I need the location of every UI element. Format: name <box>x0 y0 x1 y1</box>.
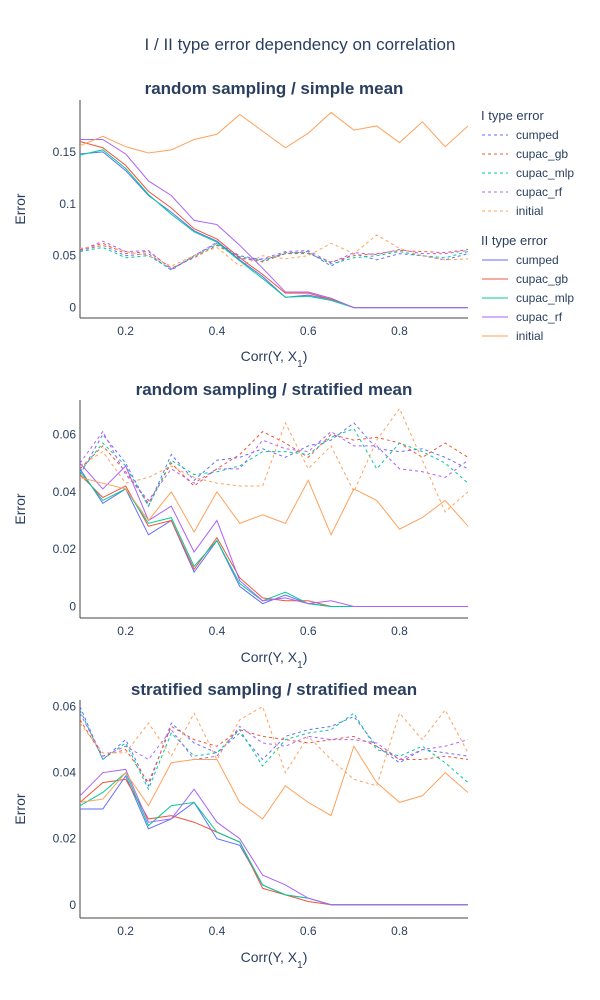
x-tick-label: 0.4 <box>209 624 226 638</box>
series-line-ii-type-error-cumped <box>80 774 468 906</box>
x-tick-label: 0.6 <box>300 624 317 638</box>
x-tick-label: 0.4 <box>209 324 226 338</box>
y-axis-label: Error <box>12 193 28 224</box>
legend-label: cupac_rf <box>516 185 563 199</box>
legend-item-i-type-error-cupac_mlp[interactable]: cupac_mlp <box>482 166 574 180</box>
series-line-i-type-error-cupac_mlp <box>80 243 468 270</box>
series-line-ii-type-error-initial <box>80 745 468 820</box>
subplot-title: stratified sampling / stratified mean <box>131 680 417 699</box>
legend[interactable]: I type errorcumpedcupac_gbcupac_mlpcupac… <box>481 108 574 343</box>
series-line-i-type-error-cumped <box>80 422 468 508</box>
legend-label: cupac_gb <box>516 272 568 286</box>
y-tick-label: 0.1 <box>59 197 76 211</box>
y-tick-label: 0 <box>69 600 76 614</box>
legend-item-ii-type-error-cupac_rf[interactable]: cupac_rf <box>482 310 563 324</box>
legend-item-ii-type-error-initial[interactable]: initial <box>482 329 543 343</box>
series-line-ii-type-error-cumped <box>80 468 468 608</box>
x-axis-label: Corr(Y, X1) <box>241 949 308 971</box>
legend-group-title: II type error <box>481 233 548 248</box>
legend-label: cupac_mlp <box>516 291 574 305</box>
legend-item-i-type-error-cumped[interactable]: cumped <box>482 128 559 142</box>
legend-label: cumped <box>516 128 559 142</box>
series-line-i-type-error-cumped <box>80 242 468 271</box>
figure-title: I / II type error dependency on correlat… <box>145 35 456 54</box>
y-tick-label: 0 <box>69 301 76 315</box>
series-line-i-type-error-cumped <box>80 706 468 788</box>
y-tick-label: 0 <box>69 898 76 912</box>
x-tick-label: 0.4 <box>209 924 226 938</box>
series-line-i-type-error-cupac_mlp <box>80 709 468 791</box>
x-tick-label: 0.2 <box>117 624 134 638</box>
series-line-i-type-error-initial <box>80 705 468 787</box>
subplot-3: stratified sampling / stratified mean 0 0.… <box>12 680 468 971</box>
y-tick-label: 0.02 <box>53 832 77 846</box>
series-line-ii-type-error-cupac_mlp <box>80 471 468 608</box>
legend-item-ii-type-error-cupac_mlp[interactable]: cupac_mlp <box>482 291 574 305</box>
x-tick-label: 0.8 <box>391 324 408 338</box>
x-tick-label: 0.8 <box>391 624 408 638</box>
series-line-ii-type-error-cupac_gb <box>80 141 468 309</box>
x-axis-label: Corr(Y, X1) <box>241 348 308 370</box>
y-tick-label: 0.05 <box>53 249 77 263</box>
legend-item-i-type-error-initial[interactable]: initial <box>482 204 543 218</box>
series-line-i-type-error-cupac_mlp <box>80 428 468 508</box>
legend-item-i-type-error-cupac_rf[interactable]: cupac_rf <box>482 185 563 199</box>
series-line-i-type-error-cupac_gb <box>80 719 468 784</box>
series-line-i-type-error-initial <box>80 407 468 513</box>
subplots: random sampling / simple mean 0 0.05 0.1 0.1… <box>12 79 468 971</box>
legend-group-title: I type error <box>481 108 545 123</box>
legend-label: initial <box>516 329 543 343</box>
x-tick-label: 0.8 <box>391 924 408 938</box>
x-tick-label: 0.6 <box>300 924 317 938</box>
series-line-i-type-error-cupac_rf <box>80 430 468 502</box>
series-line-ii-type-error-initial <box>80 111 468 154</box>
series-line-i-type-error-cupac_gb <box>80 430 468 505</box>
y-tick-label: 0.04 <box>53 766 77 780</box>
series-line-i-type-error-cupac_rf <box>80 240 468 270</box>
y-tick-label: 0.15 <box>53 145 77 159</box>
subplot-title: random sampling / simple mean <box>145 79 404 98</box>
legend-label: cumped <box>516 253 559 267</box>
x-axis-label: Corr(Y, X1) <box>241 649 308 671</box>
x-tick-label: 0.2 <box>117 924 134 938</box>
y-tick-label: 0.02 <box>53 542 77 556</box>
y-axis-label: Error <box>12 793 28 824</box>
y-tick-label: 0.04 <box>53 485 77 499</box>
x-tick-label: 0.2 <box>117 324 134 338</box>
y-tick-label: 0.06 <box>53 700 77 714</box>
subplot-title: random sampling / stratified mean <box>136 380 413 399</box>
series-group <box>80 407 468 608</box>
legend-item-i-type-error-cupac_gb[interactable]: cupac_gb <box>482 147 568 161</box>
series-group <box>80 705 468 906</box>
subplot-1: random sampling / simple mean 0 0.05 0.1 0.1… <box>12 79 468 370</box>
series-line-ii-type-error-cupac_rf <box>80 138 468 309</box>
legend-label: initial <box>516 204 543 218</box>
subplot-2: random sampling / stratified mean 0 0.02 0.… <box>12 380 468 671</box>
series-line-ii-type-error-cupac_mlp <box>80 771 468 906</box>
legend-label: cupac_gb <box>516 147 568 161</box>
series-line-i-type-error-cupac_gb <box>80 242 468 269</box>
series-line-ii-type-error-cupac_gb <box>80 474 468 608</box>
legend-label: cupac_mlp <box>516 166 574 180</box>
series-line-ii-type-error-cupac_rf <box>80 462 468 608</box>
y-tick-label: 0.06 <box>53 427 77 441</box>
series-line-i-type-error-initial <box>80 234 468 267</box>
legend-item-ii-type-error-cumped[interactable]: cumped <box>482 253 559 267</box>
series-line-ii-type-error-cupac_rf <box>80 768 468 906</box>
y-axis-label: Error <box>12 493 28 524</box>
x-tick-label: 0.6 <box>300 324 317 338</box>
series-group <box>80 111 468 309</box>
series-line-ii-type-error-initial <box>80 476 468 537</box>
legend-item-ii-type-error-cupac_gb[interactable]: cupac_gb <box>482 272 568 286</box>
legend-label: cupac_rf <box>516 310 563 324</box>
